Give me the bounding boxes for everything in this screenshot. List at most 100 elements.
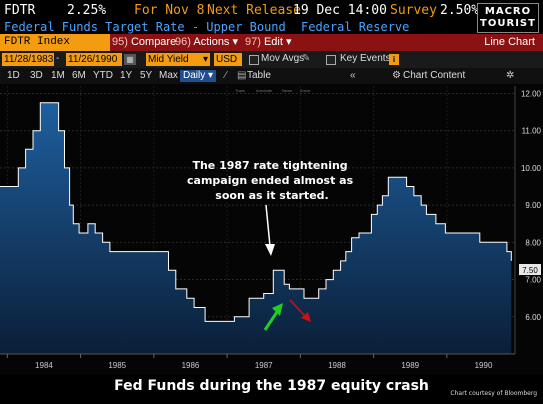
green-arrow-shaft [263, 311, 279, 331]
period-5y[interactable]: 5Y [140, 70, 153, 81]
rate-line [0, 102, 512, 322]
mini-tool-track[interactable]: Track [235, 88, 245, 93]
annotation-line-2: campaign ended almost as [187, 174, 354, 187]
y-tick-label: 6.00 [525, 313, 541, 322]
mov-avgs-label: Mov Avgs [261, 53, 305, 64]
table-button[interactable]: Table [247, 70, 271, 81]
red-arrow-head [301, 312, 311, 322]
info-icon[interactable]: i [389, 54, 399, 65]
compare-label: Compare [130, 36, 177, 48]
start-date-input[interactable]: 11/28/1983 [2, 53, 54, 66]
settings-icon[interactable]: ✲ [506, 70, 515, 81]
y-tick-label: 10.00 [521, 164, 542, 173]
chevron-down-icon: ▾ [232, 36, 239, 48]
chevron-down-icon: ▾ [286, 36, 292, 48]
period-6m[interactable]: 6M [72, 70, 86, 81]
collapse-icon[interactable]: « [350, 70, 356, 81]
current-value: 2.25% [67, 3, 107, 18]
period-ytd[interactable]: YTD [93, 70, 113, 81]
next-release-value: 19 Dec 14:00 [293, 3, 387, 18]
y-tick-label: 11.00 [522, 127, 542, 136]
mini-tool-annotate[interactable]: Annotate [256, 88, 273, 93]
last-value-tag-bg [519, 264, 541, 275]
mini-tool-news[interactable]: News [282, 88, 292, 93]
actions-label: Actions [193, 36, 230, 48]
y-tick-label: 8.00 [525, 238, 541, 247]
frequency-select[interactable]: Daily ▾ [180, 70, 217, 82]
y-axis: 6.00 7.00 8.00 9.00 10.00 11.00 12.00 [514, 86, 542, 354]
mov-avgs-checkbox[interactable] [249, 55, 259, 65]
survey-label: Survey [390, 3, 437, 18]
field-select[interactable]: Mid Yield ▾ [146, 53, 210, 66]
actions-code: 96) [175, 36, 191, 48]
x-tick-label: 1985 [108, 361, 126, 370]
period-3d[interactable]: 3D [30, 70, 43, 81]
survey-value: 2.50% [440, 3, 480, 18]
mini-tool-zoom[interactable]: Zoom [300, 88, 311, 93]
annotation-line-3: soon as it started. [215, 189, 328, 202]
release-date: For Nov 8 [134, 3, 205, 18]
actions-button[interactable]: 96) Actions ▾ [175, 34, 238, 51]
chart-content-button[interactable]: Chart Content [403, 70, 466, 81]
table-icon: ▤ [237, 70, 247, 81]
gear-icon[interactable]: ⚙ [392, 70, 401, 81]
calendar-icon[interactable]: ▦ [124, 54, 136, 65]
chart-type-icon[interactable]: ⁄ [225, 70, 227, 81]
field-value: Mid Yield [148, 54, 189, 65]
compare-code: 95) [112, 36, 128, 48]
period-1m[interactable]: 1M [51, 70, 65, 81]
edit-code: 97) [245, 36, 261, 48]
function-toolbar: FDTR Index 95) Compare 96) Actions ▾ 97)… [0, 34, 543, 51]
annotation-text: The 1987 rate tightening campaign ended … [187, 159, 357, 202]
next-release-label: Next Release [207, 3, 301, 18]
caption-title: Fed Funds during the 1987 equity crash [114, 378, 429, 394]
currency-select[interactable]: USD [214, 53, 242, 66]
pencil-icon[interactable]: ✎ [302, 53, 311, 64]
chevron-down-icon: ▾ [202, 54, 208, 65]
logo-line-2: TOURIST [480, 18, 536, 29]
x-tick-label: 1990 [475, 361, 493, 370]
edit-button[interactable]: 97) Edit ▾ [245, 34, 292, 51]
y-tick-label: 7.00 [525, 276, 541, 285]
x-tick-label: 1989 [401, 361, 419, 370]
period-1y[interactable]: 1Y [120, 70, 133, 81]
compare-button[interactable]: 95) Compare [112, 34, 176, 51]
ticker-bar: FDTR 2.25% For Nov 8 Next Release 19 Dec… [0, 0, 543, 20]
edit-label: Edit [263, 36, 283, 48]
chart-credit: Chart courtesy of Bloomberg [450, 390, 537, 397]
view-type-label: Line Chart [484, 36, 535, 48]
security-input[interactable]: FDTR Index [0, 34, 110, 51]
white-arrow-head [265, 244, 275, 256]
period-1d[interactable]: 1D [7, 70, 20, 81]
period-max[interactable]: Max [159, 70, 178, 81]
security-source: Federal Reserve [301, 20, 410, 34]
security-name: Federal Funds Target Rate - Upper Bound [4, 20, 286, 34]
green-arrow-head [272, 303, 283, 316]
range-bar: 11/28/1983 - 11/26/1990 ▦ Mid Yield ▾ USD… [0, 51, 543, 68]
logo-line-1: MACRO [484, 6, 532, 17]
end-date-input[interactable]: 11/26/1990 [66, 53, 122, 66]
macro-tourist-logo: MACRO TOURIST [477, 3, 539, 33]
frequency-value: Daily [183, 70, 206, 81]
y-tick-label: 9.00 [525, 201, 541, 210]
x-tick-label: 1987 [255, 361, 273, 370]
white-arrow-shaft [265, 204, 271, 247]
chart-mini-tools[interactable]: Track Annotate News Zoom [235, 88, 311, 93]
ticker[interactable]: FDTR [4, 3, 36, 18]
chevron-down-icon: ▾ [208, 70, 214, 81]
x-axis: 1984 1985 1986 1987 1988 1989 1990 [0, 353, 515, 370]
security-description: Federal Funds Target Rate - Upper Bound … [0, 20, 543, 34]
annotation-arrows [263, 204, 311, 331]
annotation-line-1: The 1987 rate tightening [192, 159, 347, 172]
key-events-checkbox[interactable] [326, 55, 336, 65]
last-value-tag: 7.50 [519, 264, 541, 275]
x-tick-label: 1988 [328, 361, 346, 370]
x-tick-label: 1986 [182, 361, 200, 370]
x-tick-label: 1984 [35, 361, 53, 370]
period-bar: 1D 3D 1M 6M YTD 1Y 5Y Max Daily ▾ ⁄ ▤ Ta… [0, 68, 543, 84]
key-events-label: Key Events [340, 53, 391, 64]
last-value-label: 7.50 [522, 266, 538, 275]
y-tick-label: 12.00 [521, 89, 542, 98]
fed-funds-chart[interactable]: 6.00 7.00 8.00 9.00 10.00 11.00 12.00 1984 1985… [0, 84, 543, 374]
rate-area [0, 102, 512, 354]
